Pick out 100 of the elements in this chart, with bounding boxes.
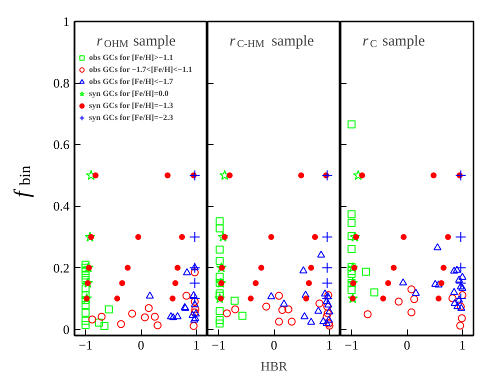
x-tick-label: 1: [459, 338, 466, 352]
point: [170, 296, 176, 302]
point: [190, 290, 198, 298]
point: [438, 280, 444, 286]
y-tick-label: 0.2: [53, 260, 70, 276]
point: [350, 231, 360, 242]
point: [219, 170, 230, 180]
point: [274, 318, 283, 326]
point: [172, 280, 178, 286]
point: [84, 231, 96, 242]
point: [82, 260, 90, 269]
point: [216, 319, 224, 328]
point: [302, 290, 310, 298]
x-tick-label: 0: [404, 338, 410, 352]
y-tick-label: 0.8: [53, 76, 70, 91]
point: [169, 313, 178, 320]
point: [188, 310, 197, 318]
point: [82, 284, 90, 292]
point: [455, 278, 466, 289]
point: [280, 300, 288, 307]
point: [144, 304, 153, 312]
point: [458, 272, 466, 280]
point: [303, 296, 310, 302]
point: [325, 322, 334, 330]
point: [364, 310, 372, 318]
point: [216, 224, 224, 232]
point: [135, 234, 142, 240]
point: [348, 210, 356, 218]
point: [324, 316, 333, 323]
point: [322, 278, 333, 289]
x-tick-label: 1: [193, 338, 200, 352]
point: [189, 262, 200, 274]
point: [189, 278, 200, 289]
point: [308, 264, 314, 271]
point: [189, 170, 200, 181]
point: [268, 234, 274, 240]
legend-label: syn GCs for [Fe/H]=−1.3: [89, 100, 174, 110]
point: [114, 296, 120, 302]
point: [166, 312, 175, 320]
point: [348, 120, 356, 128]
point: [394, 298, 403, 306]
point: [230, 296, 239, 305]
point: [216, 278, 226, 288]
text: rC sample: [362, 34, 426, 50]
point: [455, 170, 466, 181]
point: [146, 292, 154, 299]
text: rC-HM sample: [230, 34, 314, 50]
point: [450, 288, 458, 295]
point: [348, 218, 356, 227]
point: [352, 170, 364, 180]
point: [307, 318, 316, 325]
point: [94, 318, 103, 327]
point: [380, 296, 386, 302]
point: [407, 308, 416, 316]
point: [399, 278, 408, 286]
point: [322, 262, 333, 274]
point: [216, 246, 224, 254]
point: [216, 307, 224, 316]
text: rOHM sample: [96, 34, 176, 50]
point: [317, 250, 326, 258]
legend-label: syn GCs for [Fe/H]=0.0: [89, 88, 169, 98]
point: [174, 312, 182, 320]
legend-label: obs GCs for −1.7<[Fe/H]<−1.1: [89, 64, 192, 74]
y-tick-label: 1: [63, 14, 70, 29]
point: [370, 288, 378, 296]
point: [315, 299, 324, 308]
point: [214, 293, 225, 304]
point: [456, 322, 464, 330]
point: [325, 307, 334, 314]
point: [359, 172, 366, 178]
point: [436, 296, 442, 302]
point: [117, 320, 126, 328]
point: [440, 264, 447, 271]
point: [458, 314, 466, 322]
point: [128, 310, 136, 318]
point: [455, 296, 464, 303]
point: [450, 266, 458, 274]
point: [190, 300, 199, 308]
point: [222, 309, 231, 318]
point: [455, 262, 466, 274]
point: [348, 270, 356, 278]
point: [299, 266, 308, 274]
point: [124, 264, 131, 271]
point: [433, 243, 442, 250]
x-tick-label: 0: [270, 338, 278, 352]
point: [455, 293, 466, 304]
point: [216, 257, 224, 265]
point: [407, 285, 416, 294]
point: [82, 316, 90, 325]
point: [322, 312, 331, 321]
point: [434, 280, 443, 288]
point: [82, 291, 90, 300]
point: [216, 316, 224, 324]
point: [319, 317, 328, 324]
point: [82, 278, 94, 288]
point: [448, 294, 456, 302]
point: [218, 231, 228, 242]
point: [300, 312, 308, 320]
legend-label: syn GCs for [Fe/H]=−2.3: [89, 112, 174, 122]
point: [252, 280, 259, 286]
